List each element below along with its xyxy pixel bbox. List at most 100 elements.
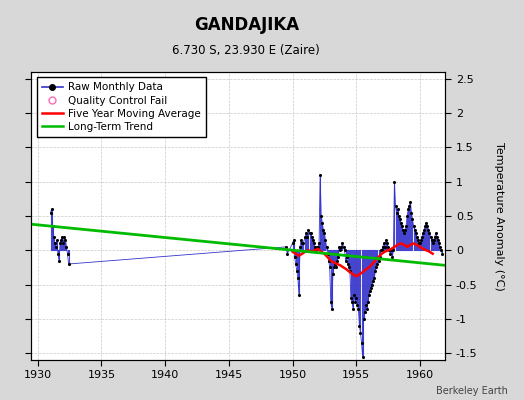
Point bbox=[308, 233, 316, 240]
Point bbox=[402, 223, 410, 230]
Point bbox=[438, 250, 446, 257]
Point bbox=[296, 244, 304, 250]
Point bbox=[320, 230, 329, 236]
Point bbox=[47, 206, 56, 212]
Point bbox=[388, 254, 397, 260]
Point bbox=[324, 257, 333, 264]
Point bbox=[406, 199, 414, 206]
Point bbox=[378, 244, 387, 250]
Point bbox=[58, 233, 67, 240]
Point bbox=[369, 278, 377, 284]
Point bbox=[50, 233, 58, 240]
Point bbox=[289, 237, 298, 243]
Point bbox=[293, 274, 302, 281]
Point bbox=[336, 247, 344, 254]
Point bbox=[365, 292, 373, 298]
Point bbox=[313, 244, 321, 250]
Point bbox=[342, 257, 350, 264]
Point bbox=[312, 247, 320, 254]
Point bbox=[396, 216, 404, 223]
Point bbox=[307, 230, 315, 236]
Point bbox=[337, 244, 345, 250]
Point bbox=[435, 240, 443, 247]
Point bbox=[349, 305, 357, 312]
Point bbox=[412, 233, 421, 240]
Point bbox=[419, 230, 427, 236]
Point bbox=[403, 213, 411, 219]
Point bbox=[301, 233, 310, 240]
Point bbox=[366, 288, 374, 295]
Text: 6.730 S, 23.930 E (Zaire): 6.730 S, 23.930 E (Zaire) bbox=[172, 44, 320, 57]
Point bbox=[347, 295, 355, 302]
Point bbox=[64, 261, 73, 267]
Point bbox=[381, 244, 389, 250]
Point bbox=[425, 230, 434, 236]
Point bbox=[376, 247, 385, 254]
Point bbox=[401, 226, 409, 233]
Point bbox=[427, 233, 435, 240]
Point bbox=[335, 244, 343, 250]
Point bbox=[54, 250, 62, 257]
Point bbox=[361, 309, 369, 315]
Point bbox=[311, 244, 319, 250]
Point bbox=[294, 292, 303, 298]
Point bbox=[437, 247, 445, 254]
Point bbox=[436, 244, 444, 250]
Point bbox=[60, 233, 69, 240]
Point bbox=[331, 261, 339, 267]
Point bbox=[57, 237, 66, 243]
Point bbox=[386, 250, 395, 257]
Point bbox=[352, 295, 361, 302]
Point bbox=[355, 322, 364, 329]
Point bbox=[59, 240, 68, 247]
Point bbox=[332, 264, 340, 271]
Point bbox=[404, 206, 412, 212]
Point bbox=[322, 244, 331, 250]
Point bbox=[380, 240, 388, 247]
Point bbox=[310, 240, 318, 247]
Point bbox=[433, 233, 441, 240]
Point bbox=[297, 237, 305, 243]
Point bbox=[51, 240, 59, 247]
Point bbox=[414, 240, 423, 247]
Point bbox=[370, 274, 378, 281]
Point bbox=[288, 240, 297, 247]
Text: Berkeley Earth: Berkeley Earth bbox=[436, 386, 508, 396]
Point bbox=[333, 257, 341, 264]
Point bbox=[315, 240, 323, 247]
Point bbox=[299, 240, 308, 247]
Point bbox=[319, 226, 328, 233]
Point bbox=[326, 298, 335, 305]
Point bbox=[302, 230, 311, 236]
Point bbox=[316, 172, 324, 178]
Point bbox=[53, 237, 61, 243]
Point bbox=[383, 240, 391, 247]
Point bbox=[323, 250, 332, 257]
Point bbox=[362, 302, 370, 308]
Point bbox=[49, 223, 57, 230]
Point bbox=[325, 264, 334, 271]
Point bbox=[394, 206, 402, 212]
Point bbox=[424, 226, 433, 233]
Point bbox=[304, 226, 313, 233]
Point bbox=[350, 292, 358, 298]
Text: GANDAJIKA: GANDAJIKA bbox=[194, 16, 299, 34]
Point bbox=[390, 178, 399, 185]
Point bbox=[334, 254, 342, 260]
Point bbox=[399, 226, 407, 233]
Point bbox=[431, 233, 439, 240]
Point bbox=[305, 230, 314, 236]
Point bbox=[354, 305, 363, 312]
Point bbox=[391, 202, 400, 209]
Point bbox=[373, 261, 381, 267]
Point bbox=[364, 298, 372, 305]
Point bbox=[356, 329, 365, 336]
Point bbox=[418, 233, 426, 240]
Point bbox=[400, 230, 408, 236]
Point bbox=[410, 226, 419, 233]
Point bbox=[382, 237, 390, 243]
Point bbox=[63, 250, 72, 257]
Point bbox=[330, 264, 338, 271]
Point bbox=[329, 271, 337, 278]
Point bbox=[55, 257, 63, 264]
